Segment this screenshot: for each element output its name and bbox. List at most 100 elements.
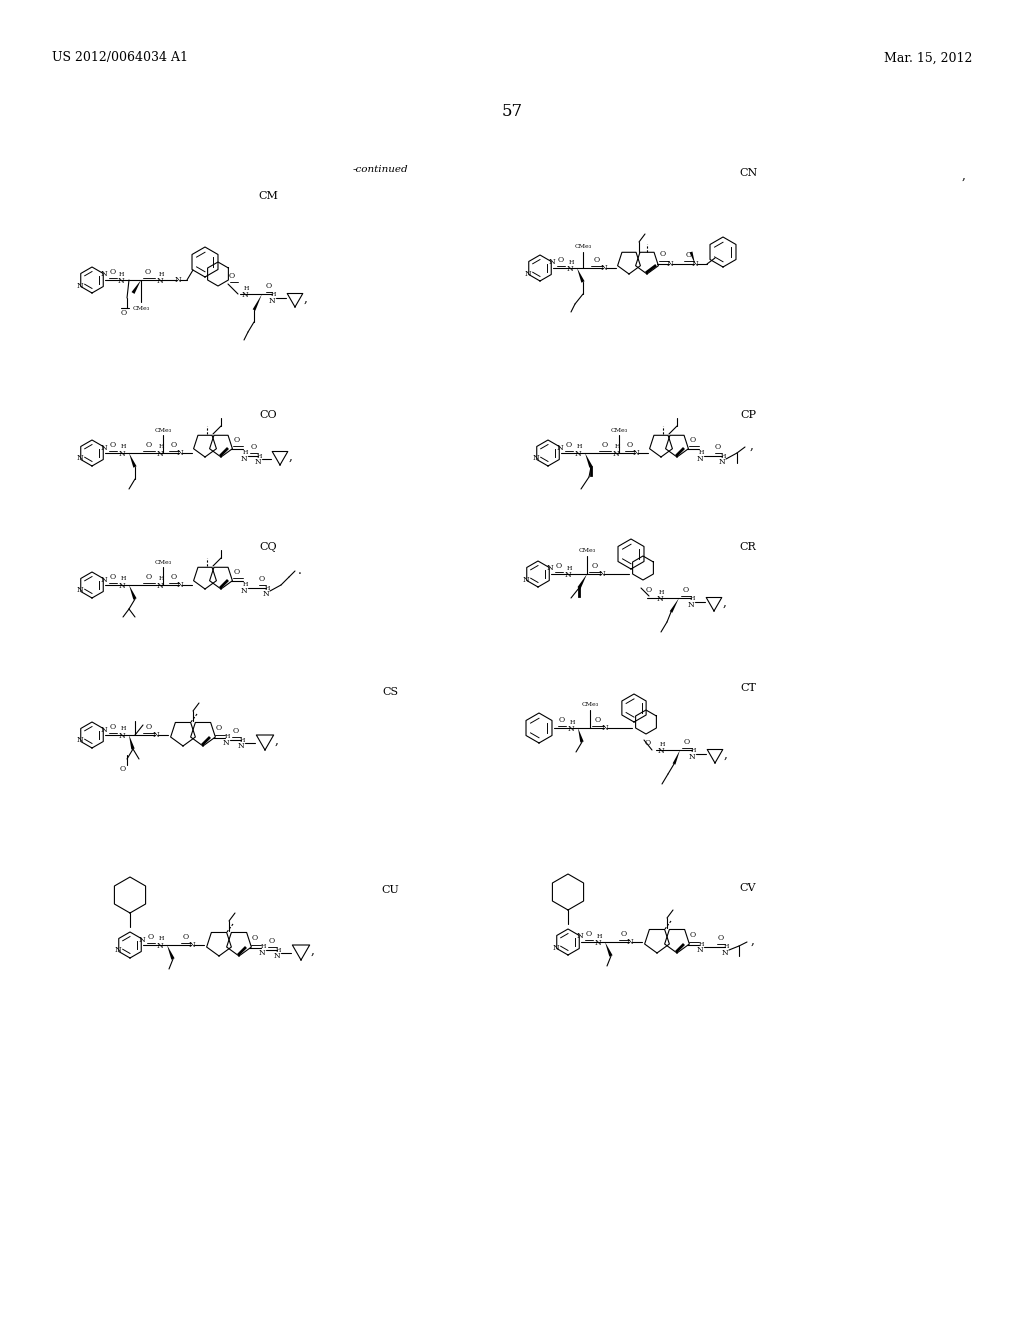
Text: CS: CS bbox=[382, 686, 398, 697]
Text: ,: , bbox=[289, 450, 293, 462]
Text: N: N bbox=[532, 454, 539, 462]
Text: O: O bbox=[683, 586, 689, 594]
Text: N: N bbox=[242, 290, 249, 300]
Text: N: N bbox=[101, 444, 108, 451]
Text: N: N bbox=[77, 737, 83, 744]
Text: CQ: CQ bbox=[259, 543, 276, 552]
Text: O: O bbox=[171, 441, 177, 449]
Text: N: N bbox=[77, 454, 83, 462]
Text: H: H bbox=[689, 597, 694, 602]
Text: H: H bbox=[270, 293, 275, 297]
Text: O: O bbox=[233, 568, 240, 576]
Text: .: . bbox=[298, 565, 302, 578]
Text: O: O bbox=[146, 441, 152, 449]
Text: CN: CN bbox=[739, 168, 757, 178]
Polygon shape bbox=[605, 942, 612, 957]
Text: CP: CP bbox=[740, 411, 756, 420]
Text: N: N bbox=[524, 269, 531, 277]
Text: H: H bbox=[658, 590, 664, 594]
Text: ,: , bbox=[275, 734, 279, 747]
Text: N: N bbox=[238, 742, 245, 750]
Text: N: N bbox=[157, 582, 164, 590]
Text: N: N bbox=[696, 946, 703, 954]
Text: N: N bbox=[101, 726, 108, 734]
Text: H: H bbox=[159, 445, 164, 450]
Text: N: N bbox=[688, 601, 694, 609]
Polygon shape bbox=[129, 735, 135, 750]
Text: N: N bbox=[688, 752, 695, 762]
Text: N: N bbox=[574, 450, 582, 458]
Text: H: H bbox=[698, 941, 703, 946]
Polygon shape bbox=[129, 585, 136, 599]
Text: ,: , bbox=[750, 438, 754, 451]
Text: CMe₃: CMe₃ bbox=[574, 244, 592, 249]
Text: CMe₃: CMe₃ bbox=[132, 305, 150, 310]
Text: ,: , bbox=[304, 292, 308, 305]
Polygon shape bbox=[253, 294, 262, 310]
Text: O: O bbox=[559, 715, 565, 723]
Text: O: O bbox=[147, 933, 154, 941]
Text: H: H bbox=[569, 719, 574, 725]
Text: Mar. 15, 2012: Mar. 15, 2012 bbox=[884, 51, 972, 65]
Polygon shape bbox=[577, 268, 585, 282]
Text: H: H bbox=[566, 565, 571, 570]
Text: O: O bbox=[269, 937, 275, 945]
Text: CU: CU bbox=[381, 884, 399, 895]
Text: ,: , bbox=[751, 933, 755, 946]
Text: N: N bbox=[522, 576, 529, 583]
Text: N: N bbox=[567, 725, 574, 733]
Text: N: N bbox=[273, 952, 281, 960]
Text: N: N bbox=[566, 265, 573, 273]
Text: O: O bbox=[229, 272, 236, 280]
Polygon shape bbox=[129, 453, 136, 467]
Text: H: H bbox=[698, 450, 703, 455]
Text: CR: CR bbox=[739, 543, 757, 552]
Text: H: H bbox=[690, 748, 695, 754]
Polygon shape bbox=[131, 280, 141, 294]
Text: US 2012/0064034 A1: US 2012/0064034 A1 bbox=[52, 51, 188, 65]
Text: CMe₃: CMe₃ bbox=[579, 549, 596, 553]
Text: N: N bbox=[564, 572, 571, 579]
Text: H: H bbox=[577, 445, 582, 450]
Text: N: N bbox=[268, 297, 275, 305]
Text: H: H bbox=[243, 582, 248, 587]
Text: ,: , bbox=[723, 595, 727, 609]
Text: N: N bbox=[657, 747, 665, 755]
Polygon shape bbox=[689, 252, 695, 264]
Text: ,: , bbox=[724, 747, 728, 760]
Text: CV: CV bbox=[739, 883, 757, 894]
Polygon shape bbox=[585, 453, 593, 467]
Text: H: H bbox=[596, 933, 602, 939]
Text: CMe₃: CMe₃ bbox=[155, 560, 172, 565]
Text: O: O bbox=[718, 935, 724, 942]
Text: O: O bbox=[690, 931, 696, 939]
Text: N: N bbox=[255, 458, 261, 466]
Text: H: H bbox=[159, 936, 164, 941]
Text: O: O bbox=[252, 935, 258, 942]
Text: O: O bbox=[690, 436, 696, 444]
Text: N: N bbox=[222, 739, 229, 747]
Text: N: N bbox=[153, 731, 160, 739]
Polygon shape bbox=[670, 598, 679, 612]
Polygon shape bbox=[673, 750, 680, 764]
Text: N: N bbox=[547, 565, 554, 573]
Text: N: N bbox=[157, 450, 164, 458]
Text: N: N bbox=[577, 932, 584, 940]
Text: O: O bbox=[686, 251, 692, 259]
Text: O: O bbox=[146, 573, 152, 581]
Text: O: O bbox=[627, 441, 633, 449]
Text: N: N bbox=[119, 450, 125, 458]
Text: H: H bbox=[275, 948, 281, 953]
Text: H: H bbox=[614, 445, 620, 450]
Text: CMe₃: CMe₃ bbox=[155, 428, 172, 433]
Text: N: N bbox=[119, 582, 125, 590]
Text: O: O bbox=[110, 573, 116, 581]
Text: H: H bbox=[659, 742, 665, 747]
Text: O: O bbox=[233, 436, 240, 444]
Text: N: N bbox=[139, 936, 145, 944]
Text: H: H bbox=[243, 450, 248, 455]
Text: ,: , bbox=[311, 944, 315, 957]
Text: N: N bbox=[101, 576, 108, 583]
Text: N: N bbox=[176, 449, 183, 457]
Text: O: O bbox=[266, 282, 272, 290]
